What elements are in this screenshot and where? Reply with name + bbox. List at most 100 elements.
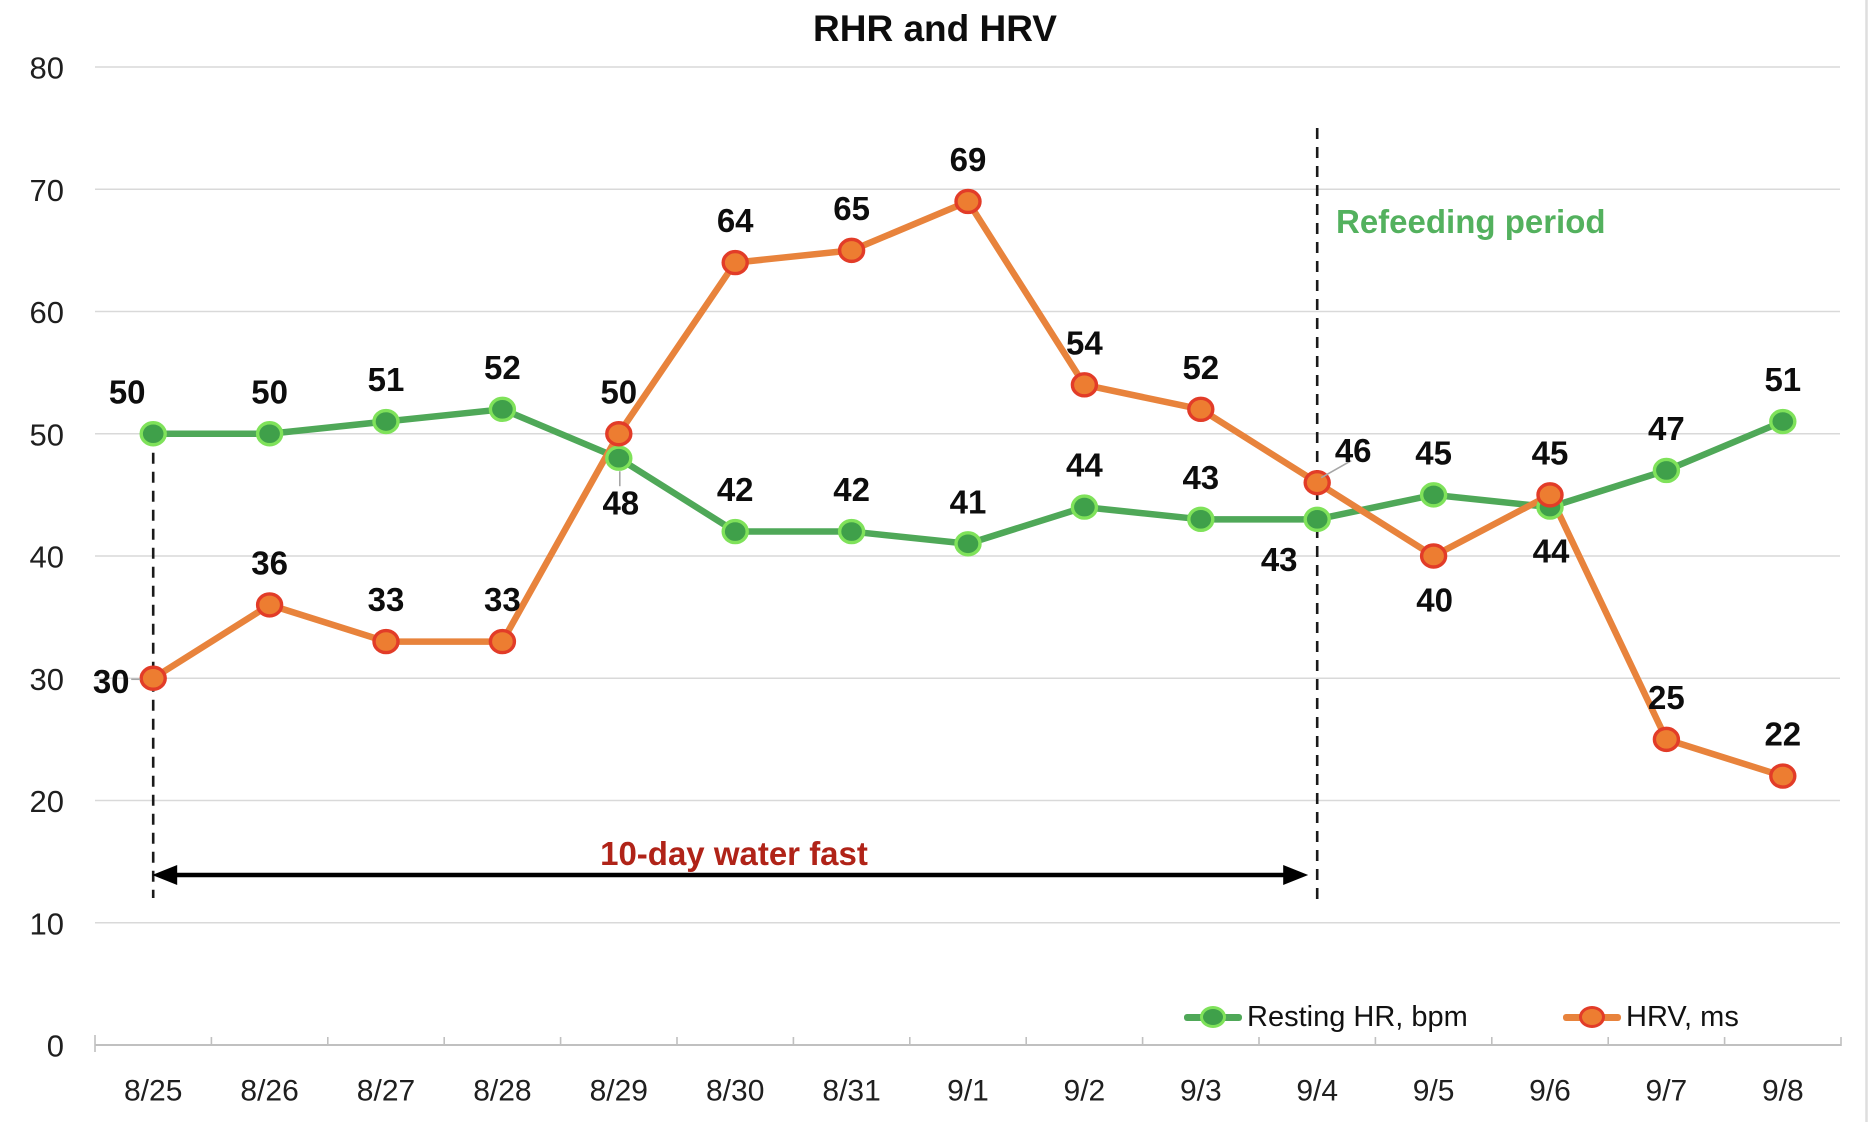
- x-tick-label: 9/5: [1413, 1075, 1455, 1108]
- x-tick-label: 9/3: [1180, 1075, 1222, 1108]
- data-point: [837, 237, 866, 264]
- chart-title: RHR and HRV: [813, 8, 1057, 49]
- y-tick-label: 10: [30, 906, 64, 941]
- legend-line-marker-green: [1184, 1006, 1242, 1028]
- data-label: 64: [717, 202, 754, 239]
- x-tick-label: 9/7: [1646, 1075, 1688, 1108]
- y-tick-label: 80: [30, 51, 64, 86]
- data-point: [954, 188, 982, 215]
- data-label: 40: [1416, 582, 1453, 619]
- data-labels-hrv: 30 36 33 33 50 64 65 69 54 52 46 40 45 25 22: [93, 141, 1801, 753]
- x-tick-labels: 8/25 8/26 8/27 8/28 8/29 8/30 8/31 9/1 9/2 9/3 9/4…: [124, 1075, 1804, 1108]
- data-label: 50: [251, 373, 288, 410]
- series-markers-hrv: [139, 188, 1797, 789]
- data-point: [605, 421, 633, 447]
- data-point: [372, 408, 400, 435]
- x-tick-label: 8/31: [822, 1075, 880, 1108]
- data-point: [605, 445, 633, 471]
- y-tick-label: 50: [30, 417, 64, 452]
- data-label: 33: [368, 581, 405, 618]
- data-label: 50: [109, 373, 146, 410]
- data-point: [1303, 506, 1331, 533]
- data-point: [1652, 726, 1681, 753]
- data-label: 43: [1261, 541, 1298, 578]
- data-label: 42: [717, 471, 754, 508]
- y-tick-label: 70: [30, 173, 64, 208]
- y-tick-label: 60: [30, 295, 64, 330]
- data-point: [255, 592, 284, 618]
- data-label: 42: [833, 471, 870, 508]
- series-line-resting-hr: [149, 406, 1787, 548]
- refeeding-period-annotation: Refeeding period: [1336, 203, 1606, 240]
- x-tick-label: 8/26: [240, 1075, 298, 1108]
- data-point: [255, 421, 284, 447]
- x-tick-label: 8/29: [590, 1075, 648, 1108]
- data-label: 46: [1335, 432, 1372, 469]
- y-tick-label: 40: [30, 540, 64, 575]
- x-axis: [94, 1035, 1842, 1052]
- x-tick-label: 9/6: [1529, 1075, 1571, 1108]
- x-tick-label: 9/4: [1296, 1075, 1338, 1108]
- data-point: [954, 531, 982, 557]
- data-point: [1652, 457, 1681, 484]
- data-point: [139, 421, 167, 447]
- data-point: [1070, 372, 1099, 398]
- data-point: [1769, 408, 1797, 435]
- legend-line-marker-orange: [1563, 1006, 1621, 1028]
- x-tick-label: 9/1: [947, 1075, 989, 1108]
- data-label: 33: [484, 581, 521, 618]
- data-label: 48: [602, 485, 639, 522]
- data-point: [1769, 763, 1797, 789]
- data-point: [1187, 506, 1215, 533]
- data-label: 44: [1066, 447, 1103, 484]
- data-label: 30: [93, 663, 130, 700]
- data-label: 69: [950, 141, 987, 178]
- data-point: [488, 628, 517, 655]
- y-tick-label: 30: [30, 662, 64, 697]
- data-label: 54: [1066, 324, 1103, 361]
- data-label: 44: [1533, 533, 1570, 570]
- data-point: [372, 628, 400, 655]
- legend-item-hrv: HRV, ms: [1563, 997, 1739, 1037]
- data-label: 22: [1764, 716, 1801, 753]
- data-label: 43: [1182, 459, 1219, 496]
- x-tick-label: 9/8: [1762, 1075, 1804, 1108]
- data-label: 65: [833, 190, 870, 227]
- y-tick-labels: 0 10 20 30 40 50 60 70 80: [30, 51, 64, 1064]
- x-tick-label: 8/30: [706, 1075, 764, 1108]
- data-label: 51: [1764, 361, 1801, 398]
- data-label: 51: [368, 361, 405, 398]
- data-point: [1536, 482, 1564, 508]
- fast-period-annotation: 10-day water fast: [600, 835, 868, 872]
- x-tick-label: 8/25: [124, 1075, 182, 1108]
- data-label: 50: [600, 373, 637, 410]
- data-point: [721, 518, 749, 545]
- fast-period-arrow: [152, 865, 1309, 885]
- data-label: 45: [1532, 434, 1569, 471]
- legend-item-resting-hr: Resting HR, bpm: [1184, 997, 1468, 1037]
- data-point: [488, 396, 517, 422]
- data-point: [837, 518, 866, 545]
- y-tick-label: 20: [30, 784, 64, 819]
- legend-label-resting-hr: Resting HR, bpm: [1247, 1000, 1468, 1033]
- y-tick-label: 0: [47, 1029, 64, 1064]
- data-point: [1187, 396, 1215, 422]
- data-point: [1419, 482, 1448, 508]
- orange-marker-icon: [1579, 1006, 1605, 1028]
- x-tick-label: 8/27: [357, 1075, 415, 1108]
- data-label: 41: [950, 483, 987, 520]
- series-markers-resting-hr: [139, 396, 1797, 557]
- green-marker-icon: [1200, 1006, 1226, 1028]
- data-labels-resting-hr: 50 50 51 52 48 42 42 41 44 43 43 45 44 47 51: [109, 349, 1801, 578]
- data-label: 47: [1648, 410, 1685, 447]
- data-label: 45: [1415, 434, 1452, 471]
- data-label: 52: [484, 349, 521, 386]
- legend-label-hrv: HRV, ms: [1626, 1000, 1739, 1033]
- data-point: [1419, 543, 1448, 569]
- data-label: 36: [251, 544, 288, 581]
- data-label: 25: [1648, 679, 1685, 716]
- data-point: [139, 665, 167, 691]
- x-tick-label: 9/2: [1064, 1075, 1106, 1108]
